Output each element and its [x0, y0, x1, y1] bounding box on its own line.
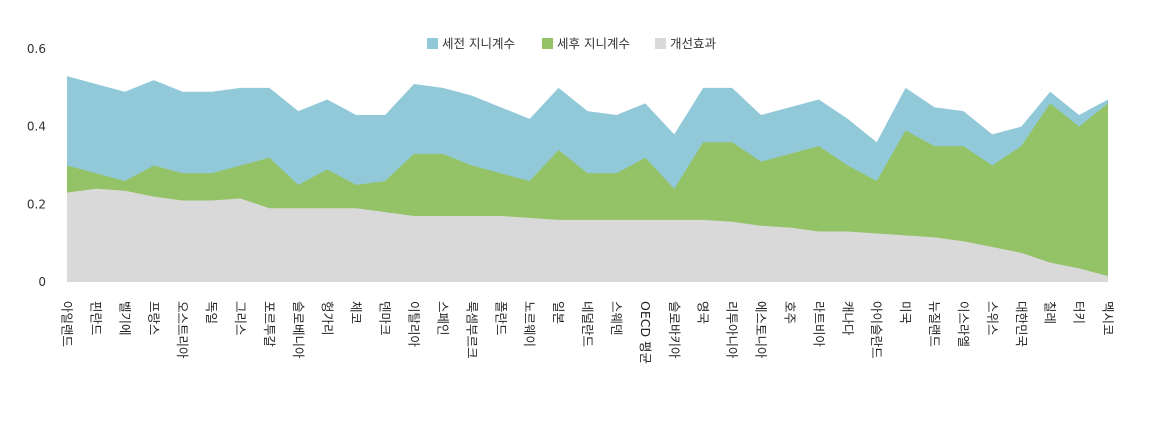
y-tick-label: 0	[38, 275, 46, 289]
y-tick-label: 0.6	[27, 42, 46, 56]
x-tick-label: 칠레	[1043, 301, 1058, 324]
legend: 세전 지니계수 세후 지니계수 개선효과	[427, 36, 717, 51]
legend-item: 세전 지니계수	[427, 36, 515, 51]
legend-item: 개선효과	[655, 36, 717, 51]
x-tick-label: 폴란드	[493, 301, 508, 336]
x-axis: 아일랜드 핀란드 벨기에 프랑스 오스트리아 독일 그리스 포르투갈 슬로베니아 헝가리 체코 덴마크…	[60, 301, 1116, 364]
legend-swatch	[655, 38, 666, 49]
x-tick-label: 스웨덴	[609, 301, 624, 336]
x-tick-label: 라트비아	[811, 301, 826, 348]
x-tick-label: 헝가리	[320, 301, 335, 336]
x-tick-label: 네덜란드	[580, 301, 595, 347]
x-tick-label: 스위스	[985, 301, 1000, 336]
legend-label: 개선효과	[670, 36, 717, 51]
x-tick-label: 캐나다	[840, 301, 855, 336]
x-tick-label: 이스라엘	[956, 301, 971, 347]
x-tick-label: 프랑스	[146, 301, 161, 336]
x-tick-label: 슬로베니아	[291, 301, 306, 359]
x-tick-label: 호주	[782, 301, 797, 324]
x-tick-label: 룩셈부르크	[464, 301, 479, 359]
x-tick-label: 노르웨이	[522, 301, 537, 347]
x-tick-label: 미국	[898, 301, 913, 324]
x-tick-label: 리투아니아	[725, 301, 740, 359]
x-tick-label: 멕시코	[1101, 301, 1116, 336]
legend-label: 세후 지니계수	[557, 36, 630, 51]
legend-swatch	[427, 38, 438, 49]
chart-areas	[67, 76, 1108, 283]
legend-label: 세전 지니계수	[442, 36, 515, 51]
x-tick-label: 스페인	[435, 301, 450, 336]
x-tick-label: 대한민국	[1014, 301, 1029, 347]
legend-swatch	[542, 38, 553, 49]
x-tick-label: 아이슬란드	[869, 301, 884, 359]
improvement-area	[67, 188, 1108, 282]
x-tick-label: 영국	[696, 301, 711, 324]
x-tick-label: 핀란드	[88, 301, 103, 336]
x-tick-label: 뉴질랜드	[927, 301, 942, 347]
x-tick-label: 슬로바키아	[667, 301, 682, 359]
y-axis: 0 0.2 0.4 0.6	[27, 42, 46, 289]
x-tick-label: 터키	[1072, 301, 1087, 324]
y-tick-label: 0.2	[27, 197, 46, 211]
x-tick-label: OECD 평균	[638, 301, 653, 364]
legend-item: 세후 지니계수	[542, 36, 630, 51]
x-tick-label: 아일랜드	[60, 301, 75, 347]
x-tick-label: 독일	[204, 301, 219, 324]
x-tick-label: 덴마크	[378, 301, 393, 336]
x-tick-label: 에스토니아	[754, 301, 769, 359]
x-tick-label: 이탈리아	[407, 301, 422, 348]
x-tick-label: 일본	[551, 301, 566, 324]
x-tick-label: 오스트리아	[175, 301, 190, 359]
y-tick-label: 0.4	[27, 120, 46, 134]
x-tick-label: 그리스	[233, 301, 248, 336]
x-tick-label: 체코	[349, 301, 364, 324]
x-tick-label: 포르투갈	[262, 301, 277, 348]
x-tick-label: 벨기에	[117, 301, 132, 336]
